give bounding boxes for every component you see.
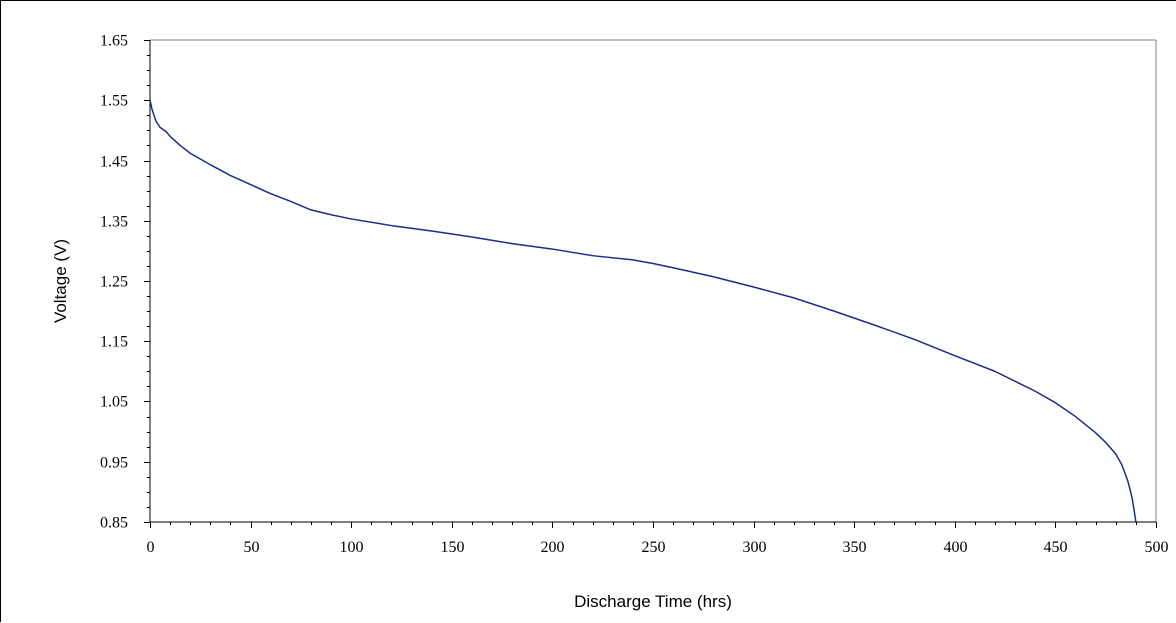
y-tick-label: 1.15 — [100, 334, 128, 351]
x-axis-title: Discharge Time (hrs) — [574, 592, 732, 611]
y-tick-label: 1.55 — [100, 93, 128, 110]
series-line-0 — [149, 99, 1137, 523]
x-tick-label: 250 — [642, 539, 666, 556]
x-tick-label: 100 — [340, 539, 364, 556]
y-tick-label: 1.45 — [100, 154, 128, 171]
x-tick-label: 350 — [843, 539, 867, 556]
x-tick-label: 300 — [743, 539, 767, 556]
x-tick-label: 400 — [944, 539, 968, 556]
y-tick-label: 1.35 — [100, 214, 128, 231]
x-tick-label: 450 — [1044, 539, 1068, 556]
y-tick-label: 0.95 — [100, 455, 128, 472]
y-tick-label: 0.85 — [100, 515, 128, 532]
x-tick-label: 200 — [541, 539, 565, 556]
x-tick-label: 50 — [244, 539, 260, 556]
y-tick-label: 1.25 — [100, 274, 128, 291]
x-tick-label: 0 — [147, 539, 155, 556]
x-tick-label: 500 — [1145, 539, 1169, 556]
y-tick-label: 1.65 — [100, 33, 128, 50]
x-tick-label: 150 — [441, 539, 465, 556]
y-axis-title: Voltage (V) — [51, 239, 70, 323]
y-tick-label: 1.05 — [100, 394, 128, 411]
